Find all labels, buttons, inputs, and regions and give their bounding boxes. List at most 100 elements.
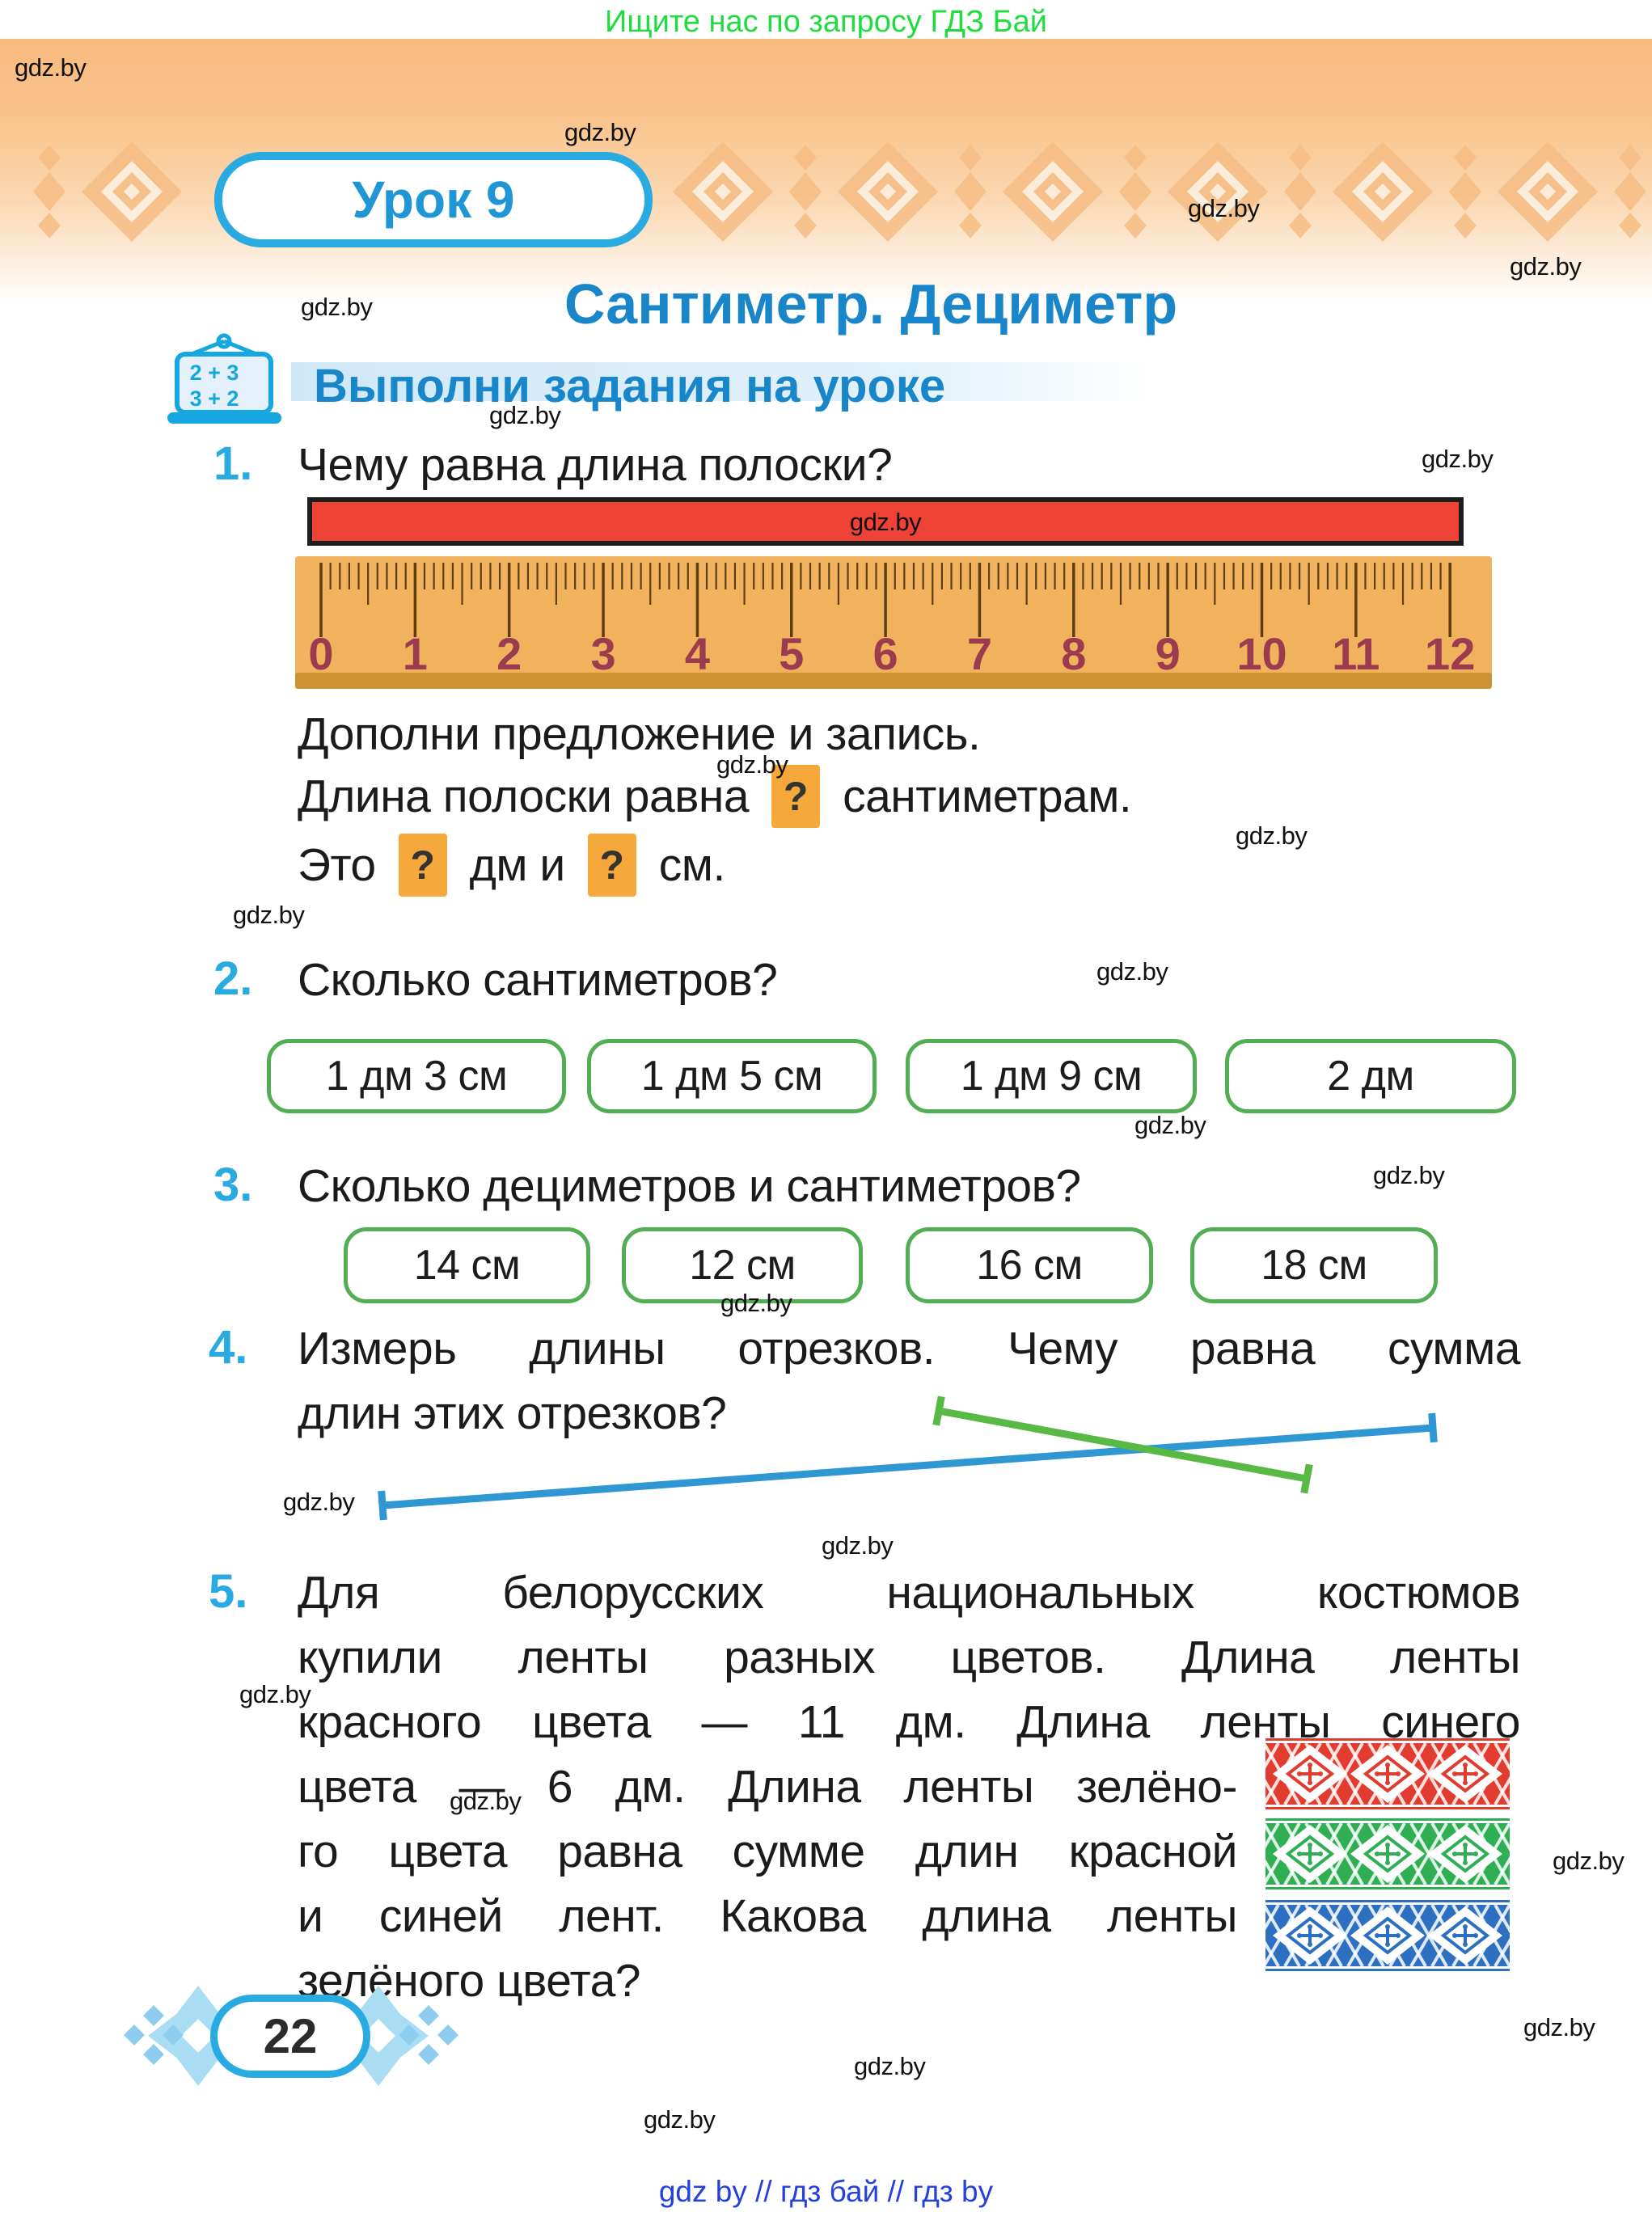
task1-sentence-line1: Длина полоски равна ? сантиметрам. — [298, 764, 1132, 829]
sentence-part1: Длина полоски равна — [298, 770, 750, 822]
option-1dm5cm: 1 дм 5 см — [587, 1039, 877, 1113]
green-ribbon — [1199, 1818, 1532, 1890]
watermark: gdz.by — [564, 118, 636, 146]
ruler-number: 4 — [685, 628, 710, 679]
task5-line: го цвета равна сумме длин красной — [298, 1826, 1238, 1877]
ruler-number: 7 — [967, 628, 992, 679]
task1-number: 1. — [213, 437, 253, 490]
board-sum-2: 3 + 2 — [190, 386, 239, 411]
answer-placeholder-cm: ? — [771, 765, 821, 828]
ruler-number: 8 — [1061, 628, 1086, 679]
ruler-number: 0 — [308, 628, 333, 679]
answer-placeholder-dm-cm: ? — [587, 834, 636, 897]
watermark: gdz.by — [450, 1787, 522, 1815]
folk-star — [1003, 141, 1103, 242]
task2-question: Сколько сантиметров? — [298, 954, 778, 1006]
footer-links: gdz by // гдз бай // гдз by — [658, 2175, 994, 2208]
watermark: gdz.by — [283, 1488, 355, 1516]
ruler-number: 6 — [873, 628, 898, 679]
page-number: 22 — [263, 2009, 318, 2063]
ruler-number: 12 — [1425, 628, 1475, 679]
watermark: gdz.by — [849, 507, 922, 536]
task4-question-line1: Измерь длины отрезков. Чему равна сумма — [298, 1323, 1521, 1374]
line-segments-figure — [378, 1395, 1438, 1521]
folk-star — [673, 141, 773, 242]
task1-sentence-line2: Это ? дм и ? см. — [298, 833, 725, 897]
watermark: gdz.by — [1510, 252, 1582, 281]
task5-number: 5. — [209, 1565, 248, 1618]
promo-banner: Ищите нас по запросу ГДЗ Бай — [605, 5, 1047, 39]
sentence-part2: сантиметрам. — [843, 770, 1132, 822]
watermark: gdz.by — [1236, 821, 1308, 850]
lesson-subtitle: Выполни задания на уроке — [314, 360, 946, 412]
ruler-number: 3 — [590, 628, 615, 679]
green-segment — [932, 1395, 1313, 1494]
option-1dm3cm: 1 дм 3 см — [267, 1039, 566, 1113]
blackboard-icon: 2 + 3 3 + 2 — [167, 333, 281, 424]
watermark: gdz.by — [822, 1531, 894, 1560]
folk-diamond-column — [1284, 145, 1316, 239]
folk-star — [1168, 141, 1268, 242]
watermark: gdz.by — [1096, 957, 1168, 986]
folk-star — [1333, 141, 1433, 242]
option-1dm9cm: 1 дм 9 см — [906, 1039, 1197, 1113]
option-12cm: 12 см — [622, 1227, 863, 1303]
ruler-number: 1 — [403, 628, 428, 679]
sentence-part3: Это — [298, 838, 376, 891]
page-number-badge: 22 — [210, 1995, 370, 2078]
folk-star — [1498, 141, 1598, 242]
watermark: gdz.by — [239, 1680, 311, 1708]
task4-question-line2: длин этих отрезков? — [298, 1387, 727, 1439]
ruler-number: 11 — [1332, 628, 1379, 679]
option-16cm: 16 см — [906, 1227, 1153, 1303]
task1-question: Чему равна длина полоски? — [298, 439, 893, 491]
task4-number: 4. — [209, 1321, 248, 1374]
watermark: gdz.by — [489, 401, 561, 429]
folk-star-ornament — [33, 141, 1646, 242]
sentence-part5: см. — [658, 838, 726, 891]
lesson-badge-label: Урок 9 — [352, 171, 515, 229]
watermark: gdz.by — [854, 2052, 926, 2080]
watermark: gdz.by — [1422, 445, 1494, 473]
option-2dm: 2 дм — [1225, 1039, 1516, 1113]
watermark: gdz.by — [233, 901, 305, 929]
ruler-number: 10 — [1236, 628, 1287, 679]
subtitle-highlight — [291, 362, 1160, 401]
sentence-part4: дм и — [469, 838, 566, 891]
watermark: gdz.by — [301, 293, 373, 321]
folk-diamond-column — [1614, 145, 1646, 239]
ruler-number: 5 — [779, 628, 804, 679]
watermark: gdz.by — [15, 53, 87, 82]
watermark: gdz.by — [720, 1289, 792, 1317]
task5-line: и синей лент. Какова длина ленты — [298, 1890, 1238, 1942]
page-title: Сантиметр. Дециметр — [564, 272, 1178, 336]
ruler-number: 9 — [1156, 628, 1181, 679]
watermark: gdz.by — [1134, 1111, 1206, 1139]
board-sum-1: 2 + 3 — [190, 361, 239, 385]
folk-star — [82, 141, 182, 242]
watermark: gdz.by — [1523, 2013, 1595, 2041]
task3-question: Сколько дециметров и сантиметров? — [298, 1160, 1081, 1212]
task5-line: купили ленты разных цветов. Длина ленты — [298, 1632, 1521, 1683]
task5-line: цвета — 6 дм. Длина ленты зелёно- — [298, 1761, 1238, 1813]
snowflake-ornament — [124, 1986, 458, 2086]
lesson-badge: Урок 9 — [214, 152, 653, 247]
option-18cm: 18 см — [1190, 1227, 1438, 1303]
task3-number: 3. — [213, 1159, 253, 1211]
watermark: gdz.by — [716, 750, 788, 779]
task2-number: 2. — [213, 952, 253, 1005]
folk-diamond-column — [789, 145, 822, 239]
red-paper-strip: gdz.by — [307, 497, 1464, 546]
answer-placeholder-dm: ? — [398, 834, 447, 897]
option-14cm: 14 см — [344, 1227, 590, 1303]
watermark: gdz.by — [1553, 1847, 1625, 1875]
ruler-number: 2 — [496, 628, 522, 679]
folk-diamond-column — [33, 145, 65, 239]
blue-ribbon — [1199, 1900, 1532, 1971]
watermark: gdz.by — [1188, 194, 1260, 222]
folk-diamond-column — [954, 145, 987, 239]
folk-diamond-column — [1449, 145, 1481, 239]
red-ribbon — [1199, 1738, 1532, 1809]
wooden-ruler: 0 1 2 3 4 5 6 7 8 9 10 11 12 — [295, 556, 1492, 689]
blue-segment — [378, 1412, 1438, 1521]
